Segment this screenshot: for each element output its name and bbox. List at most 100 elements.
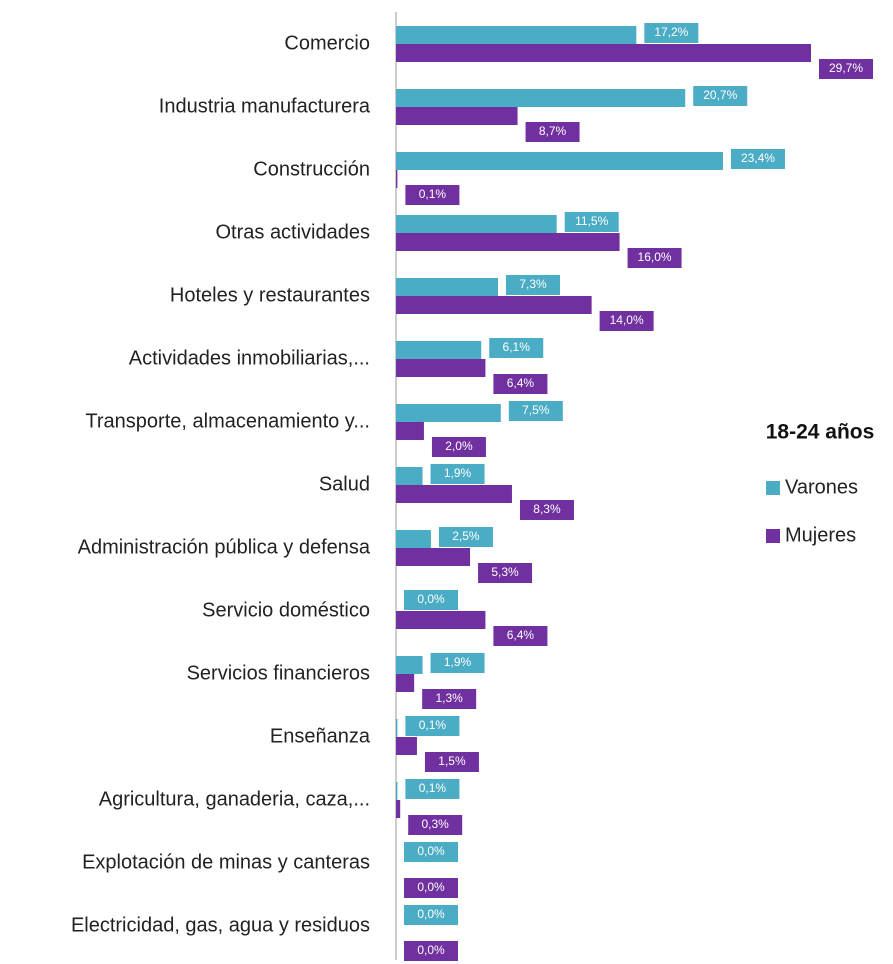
value-label: 0,0% [417,844,445,858]
bar [396,485,512,503]
value-label: 6,4% [507,628,535,642]
legend-swatch [766,529,780,543]
bar [396,278,499,296]
value-label: 0,1% [419,781,447,795]
bar [396,656,423,674]
value-label: 6,1% [503,340,531,354]
value-label: 6,4% [507,376,535,390]
bar [396,611,486,629]
bar [396,215,557,233]
value-label-box [644,23,699,43]
value-label-box [430,464,485,484]
value-label-box [438,527,493,547]
bar [396,737,417,755]
bar [396,422,424,440]
category-label: Agricultura, ganaderia, caza,... [99,788,370,810]
value-label: 14,0% [610,313,644,327]
value-label: 20,7% [703,88,737,102]
value-label-box [405,185,460,205]
bar [396,152,723,170]
value-label: 23,4% [741,151,775,165]
bar [396,530,431,548]
value-label: 1,9% [444,655,472,669]
value-label-box [404,905,458,925]
value-label-box [508,401,563,421]
category-label: Salud [319,473,370,495]
value-label: 0,0% [417,880,445,894]
value-label: 1,9% [444,466,472,480]
bar [396,89,686,107]
category-label: Electricidad, gas, agua y residuos [71,914,370,936]
value-label-box [405,716,460,736]
value-label-box [627,248,682,268]
value-label-box [422,689,477,709]
value-label-box [404,590,458,610]
value-label: 0,0% [417,907,445,921]
category-label: Actividades inmobiliarias,... [129,347,370,369]
value-label: 0,0% [417,592,445,606]
category-label: Hoteles y restaurantes [170,284,370,306]
value-label: 1,3% [435,691,463,705]
value-label-box [519,500,574,520]
value-label: 8,3% [533,502,561,516]
value-label: 0,0% [417,943,445,957]
category-label: Construcción [253,158,370,180]
bar [396,233,620,251]
value-label: 7,3% [519,277,547,291]
value-label-box [404,941,458,961]
value-label: 16,0% [638,250,672,264]
category-label: Servicios financieros [187,662,370,684]
value-label-box [493,626,548,646]
value-label-box [730,149,785,169]
bar [396,26,637,44]
value-label: 0,3% [422,817,450,831]
value-label-box [493,374,548,394]
value-label-box [489,338,544,358]
bar [396,359,486,377]
legend-label: Mujeres [785,524,856,546]
value-label-box [405,779,460,799]
value-label-box [819,59,873,79]
bar [396,674,415,692]
category-label: Transporte, almacenamiento y... [85,410,370,432]
value-label: 2,5% [452,529,480,543]
value-label-box [404,842,458,862]
value-label-box [564,212,619,232]
legend-label: Varones [785,476,858,498]
bar [396,170,398,188]
value-label: 1,5% [438,754,466,768]
bar [396,44,811,62]
value-label: 8,7% [539,124,567,138]
value-label-box [424,752,479,772]
value-label-box [404,878,458,898]
category-label: Industria manufacturera [159,95,371,117]
value-label: 0,1% [419,187,447,201]
value-label: 17,2% [654,25,688,39]
bar [396,404,501,422]
value-label: 0,1% [419,718,447,732]
bar [396,107,518,125]
value-label-box [599,311,654,331]
value-label: 2,0% [445,439,473,453]
value-label: 29,7% [829,61,863,75]
value-label-box [408,815,463,835]
category-label: Comercio [284,32,370,54]
value-label-box [525,122,580,142]
value-label: 5,3% [491,565,519,579]
category-label: Servicio doméstico [202,599,370,621]
legend-title: 18-24 años [766,421,875,444]
value-label-box [478,563,533,583]
category-label: Otras actividades [215,221,370,243]
value-label-box [693,86,748,106]
value-label: 11,5% [575,214,608,228]
bar [396,782,398,800]
value-label: 7,5% [522,403,550,417]
category-label: Administración pública y defensa [78,536,371,558]
value-label-box [506,275,561,295]
bar [396,296,592,314]
bar [396,719,398,737]
bar [396,800,401,818]
bar [396,341,482,359]
category-label: Explotación de minas y canteras [82,851,370,873]
